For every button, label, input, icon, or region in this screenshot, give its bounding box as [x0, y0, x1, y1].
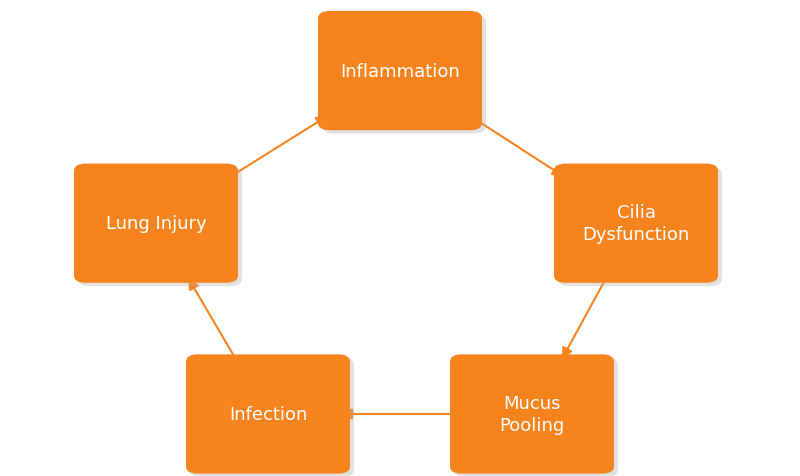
FancyBboxPatch shape [554, 164, 718, 283]
Text: Mucus
Pooling: Mucus Pooling [499, 394, 565, 434]
FancyBboxPatch shape [318, 12, 482, 131]
FancyBboxPatch shape [78, 168, 242, 287]
FancyBboxPatch shape [186, 355, 350, 474]
FancyBboxPatch shape [558, 168, 722, 287]
FancyBboxPatch shape [322, 15, 486, 134]
Text: Inflammation: Inflammation [340, 62, 460, 80]
Text: Lung Injury: Lung Injury [106, 215, 206, 233]
Text: Cilia
Dysfunction: Cilia Dysfunction [582, 204, 690, 244]
Text: Infection: Infection [229, 405, 307, 423]
FancyBboxPatch shape [450, 355, 614, 474]
FancyBboxPatch shape [454, 358, 618, 476]
FancyBboxPatch shape [74, 164, 238, 283]
FancyBboxPatch shape [190, 358, 354, 476]
